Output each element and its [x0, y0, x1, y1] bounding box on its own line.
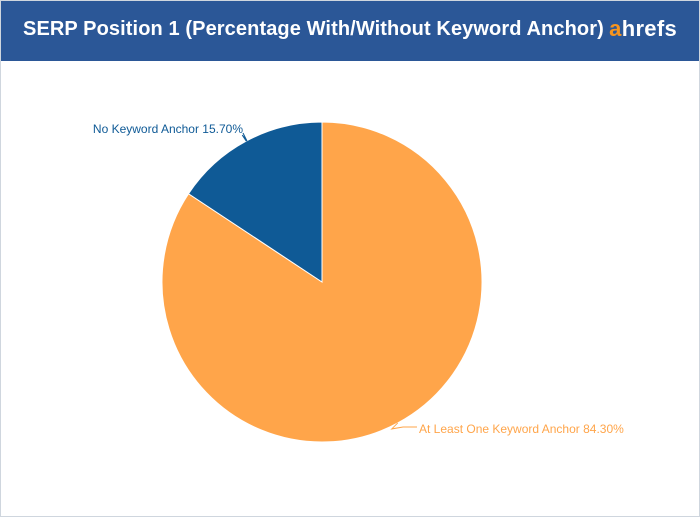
pie-labels: At Least One Keyword Anchor 84.30% No Key… — [93, 122, 624, 436]
pie-label-at-least-one-keyword-anchor: At Least One Keyword Anchor 84.30% — [419, 422, 624, 436]
logo-letters-rest: hrefs — [621, 16, 677, 41]
pie-label-connector — [390, 422, 417, 430]
ahrefs-logo: ahrefs — [609, 16, 677, 42]
chart-title: SERP Position 1 (Percentage With/Without… — [23, 18, 604, 40]
pie-slices — [161, 121, 483, 443]
pie-label-connector — [241, 132, 248, 142]
pie-slice-no-keyword-anchor — [187, 121, 323, 283]
logo-letter-a: a — [609, 16, 622, 41]
pie-label-no-keyword-anchor: No Keyword Anchor 15.70% — [93, 122, 243, 136]
chart-header: SERP Position 1 (Percentage With/Without… — [1, 1, 699, 61]
